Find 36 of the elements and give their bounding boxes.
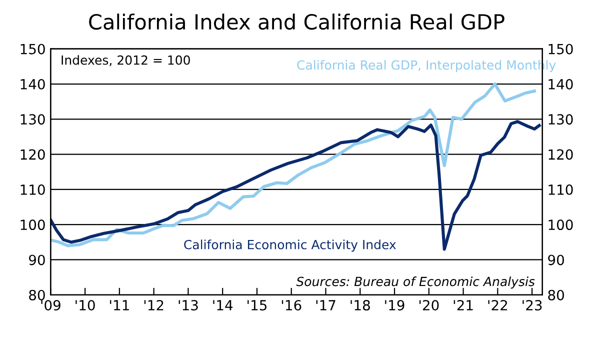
y2-tick-label: 130 [548,114,573,125]
x-tick-label: '12 [144,300,164,310]
y-tick-label: 150 [20,44,45,54]
y-tick-label: 90 [29,254,45,266]
x-tick-label: '21 [454,300,473,310]
x-tick-label: '11 [110,300,129,310]
y2-tick-label: 110 [548,184,573,195]
x-tick-label: '22 [488,300,508,310]
x-tick-label: '15 [248,300,266,310]
y-tick-label: 140 [20,78,45,90]
x-tick-label: '16 [282,300,302,310]
x-tick-label: '20 [419,300,439,310]
x-tick-label: '17 [316,300,336,310]
text: California Economic Activity Index [184,240,396,252]
y-tick-label: 120 [20,149,45,160]
y-tick-label: 100 [20,220,45,230]
y2-tick-label: 140 [548,78,573,90]
y-tick-label: 110 [20,184,45,195]
x-tick-label: '09 [41,300,60,310]
annotation: Indexes, 2012 = 100 [62,55,190,66]
annotation: Sources: Bureau of Economic Analysis [296,276,535,289]
y2-tick-label: 100 [548,220,573,230]
y2-tick-label: 80 [548,290,564,300]
y2-tick-label: 120 [548,149,573,160]
x-tick-label: '19 [385,300,404,310]
line-series [50,120,541,251]
x-tick-label: '14 [213,300,233,310]
y2-tick-label: 90 [548,254,564,266]
chart-title: California Index and California Real GDP [89,14,504,30]
y-tick-label: 80 [29,290,45,300]
x-tick-label: '23 [522,300,542,310]
x-tick-label: '18 [350,300,370,310]
y2-tick-label: 150 [548,44,573,54]
y-tick-label: 130 [20,114,45,125]
x-tick-label: '13 [178,300,198,310]
x-tick-label: '10 [76,300,95,310]
